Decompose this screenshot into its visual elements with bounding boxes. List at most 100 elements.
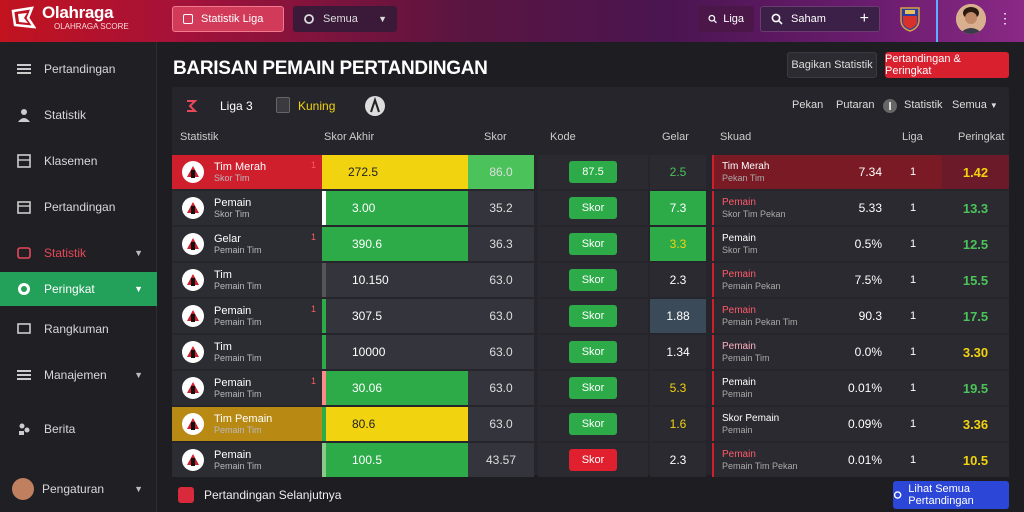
divider xyxy=(936,0,938,42)
chevron-down-icon: ▼ xyxy=(134,484,143,494)
ranking-cell: 17.5 xyxy=(942,299,1009,333)
team-crest-icon xyxy=(182,413,204,435)
sidebar-item-statistics[interactable]: Statistik xyxy=(0,98,157,132)
sidebar-item-stats-group[interactable]: Statistik ▼ xyxy=(0,236,157,270)
table-row[interactable]: Pemain Skor Tim 3.00 35.2 Skor 7.3 Pemain Skor … xyxy=(172,191,1009,226)
squad-name: Pemain xyxy=(722,232,756,244)
brand[interactable]: Olahraga OLAHRAGA SCORE xyxy=(10,4,129,32)
score-cell: 63.0 xyxy=(468,407,534,441)
team-crest-icon xyxy=(182,233,204,255)
sidebar-item-management[interactable]: Manajemen ▼ xyxy=(0,358,157,392)
sidebar-item-ranking[interactable]: Peringkat ▼ xyxy=(0,272,157,306)
squad-subtitle: Pemain Pekan xyxy=(722,280,781,291)
table-row[interactable]: Tim Pemain Pemain Tim 80.6 63.0 Skor 1.6 Skor … xyxy=(172,407,1009,442)
column-header[interactable]: Skor Akhir xyxy=(324,131,375,143)
team-subtitle: Skor Tim xyxy=(214,172,250,183)
table-row[interactable]: Tim Pemain Tim 10.150 63.0 Skor 2.3 Pemain Pema… xyxy=(172,263,1009,298)
title-cell: 1.88 xyxy=(650,299,706,333)
view-all-matches-label: Lihat Semua Pertandingan xyxy=(908,483,974,507)
sidebar-item-settings[interactable]: Pengaturan ▼ xyxy=(0,472,157,506)
table-row[interactable]: Pemain Pemain Tim 1 30.06 63.0 Skor 5.3 Pemain P… xyxy=(172,371,1009,406)
more-menu-icon[interactable]: ⋮ xyxy=(998,10,1012,26)
title-cell: 1.6 xyxy=(650,407,706,441)
menu-icon xyxy=(16,367,32,383)
sidebar-item-summary[interactable]: Rangkuman xyxy=(0,312,157,346)
score-value: 63.0 xyxy=(489,273,513,287)
column-header[interactable]: Peringkat xyxy=(958,131,1005,143)
squad-subtitle: Pemain xyxy=(722,424,753,435)
code-chip[interactable]: Skor xyxy=(569,305,617,327)
round-label[interactable]: Putaran xyxy=(836,99,875,111)
column-header[interactable]: Statistik xyxy=(180,131,219,143)
stats-filter-label[interactable]: Statistik xyxy=(904,99,943,111)
squad-subtitle: Pemain xyxy=(722,388,753,399)
percent-value: 0.01% xyxy=(847,381,882,395)
column-header[interactable]: Skor xyxy=(484,131,507,143)
all-filter-dropdown[interactable]: Semua ▼ xyxy=(952,99,998,111)
search-league-button[interactable]: Liga xyxy=(698,6,754,32)
info-icon xyxy=(883,99,897,113)
panel-header: Liga 3 Kuning Pekan Putaran Statistik Se… xyxy=(172,87,1009,125)
code-chip[interactable]: Skor xyxy=(569,233,617,255)
final-score: 390.6 xyxy=(352,237,383,251)
squad-name: Pemain xyxy=(722,196,756,208)
share-stats-button[interactable]: Bagikan Statistik xyxy=(787,52,877,78)
team-subtitle: Pemain Tim xyxy=(214,352,262,363)
squad-name: Pemain xyxy=(722,376,756,388)
table-row[interactable]: Tim Pemain Tim 10000 63.0 Skor 1.34 Pemain Pema… xyxy=(172,335,1009,370)
ranking-value: 15.5 xyxy=(962,272,989,288)
column-header[interactable]: Kode xyxy=(550,131,576,143)
team-name: Pemain xyxy=(214,448,252,461)
user-avatar[interactable] xyxy=(956,4,986,34)
table-row[interactable]: Gelar Pemain Tim 1 390.6 36.3 Skor 3.3 Pemain Sk… xyxy=(172,227,1009,262)
column-header[interactable]: Skuad xyxy=(720,131,752,143)
score-value: 63.0 xyxy=(489,417,513,431)
team-name: Tim xyxy=(214,268,232,281)
column-header[interactable]: Liga xyxy=(902,131,923,143)
next-match-label[interactable]: Pertandingan Selanjutnya xyxy=(204,488,342,502)
week-label[interactable]: Pekan xyxy=(792,99,824,111)
code-chip[interactable]: Skor xyxy=(569,341,617,363)
squad-cell: Pemain Pemain Pekan Tim xyxy=(712,299,942,333)
table-row[interactable]: Pemain Pemain Tim 1 307.5 63.0 Skor 1.88 Pemain… xyxy=(172,299,1009,334)
score-value: 63.0 xyxy=(489,309,513,323)
column-header[interactable]: Gelar xyxy=(662,131,689,143)
shield-flag-icon[interactable] xyxy=(899,6,921,32)
code-chip[interactable]: Skor xyxy=(569,377,617,399)
sidebar-item-news[interactable]: Berita xyxy=(0,412,157,446)
table-row[interactable]: Pemain Pemain Tim 100.5 43.57 Skor 2.3 Pemain P… xyxy=(172,443,1009,478)
ranking-cell: 13.3 xyxy=(942,191,1009,225)
squad-name: Pemain xyxy=(722,304,756,316)
table-row[interactable]: Tim Merah Skor Tim 1 272.5 86.0 87.5 2.5 Tim Me… xyxy=(172,155,1009,190)
search-input[interactable]: Saham + xyxy=(760,6,880,32)
list-icon xyxy=(16,61,32,77)
sidebar-item-label: Statistik xyxy=(44,246,87,260)
league-stats-tab[interactable]: Statistik Liga xyxy=(172,6,284,32)
card-label: Kuning xyxy=(298,99,336,113)
score-cell: 35.2 xyxy=(468,191,534,225)
calendar-icon xyxy=(16,199,32,215)
settings-icon xyxy=(304,14,314,24)
code-chip[interactable]: Skor xyxy=(569,413,617,435)
squad-name: Pemain xyxy=(722,448,756,460)
sidebar-item-matches[interactable]: Pertandingan xyxy=(0,52,157,86)
score-cell: 63.0 xyxy=(468,263,534,297)
squad-subtitle: Pemain Pekan Tim xyxy=(722,316,798,327)
calendar-icon xyxy=(178,487,194,503)
plus-icon[interactable]: + xyxy=(859,10,869,27)
code-chip[interactable]: Skor xyxy=(569,269,617,291)
card-icon xyxy=(276,97,290,113)
team-points: 1 xyxy=(310,304,316,314)
code-chip[interactable]: 87.5 xyxy=(569,161,617,183)
team-name: Pemain xyxy=(214,196,252,209)
matches-ranking-button[interactable]: Pertandingan & Peringkat xyxy=(885,52,1009,78)
view-all-matches-button[interactable]: Lihat Semua Pertandingan xyxy=(893,481,1009,509)
sidebar-item-standings[interactable]: Klasemen xyxy=(0,144,157,178)
code-chip[interactable]: Skor xyxy=(569,197,617,219)
code-chip[interactable]: Skor xyxy=(569,449,617,471)
league-icon xyxy=(187,100,198,112)
title-value: 2.5 xyxy=(669,165,687,179)
sidebar-item-schedule[interactable]: Pertandingan xyxy=(0,190,157,224)
filter-dropdown[interactable]: Semua ▼ xyxy=(293,6,397,32)
percent-value: 0.09% xyxy=(847,417,882,431)
